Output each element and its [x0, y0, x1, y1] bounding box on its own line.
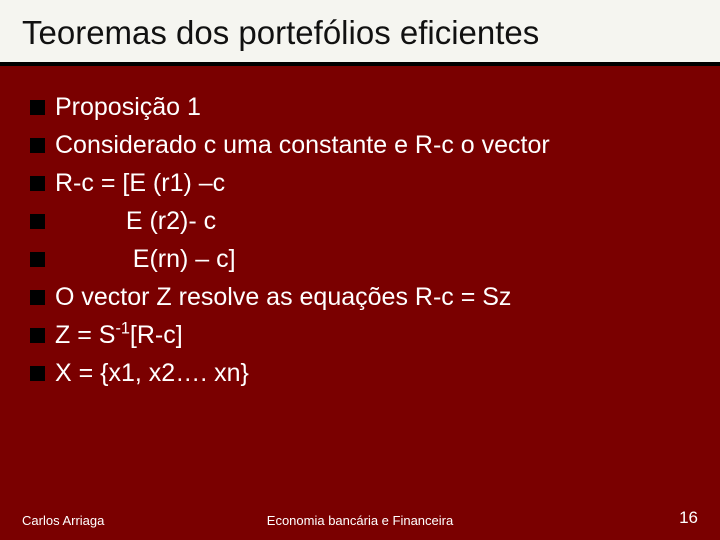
bullet-line: …….. E (r2)- c [30, 204, 690, 238]
slide-title: Teoremas dos portefólios eficientes [22, 14, 698, 52]
bullet-line: R-c = [E (r1) –c [30, 166, 690, 200]
bullet-text: Z = S-1[R-c] [55, 318, 183, 352]
bullet-icon [30, 214, 45, 229]
footer-subject: Economia bancária e Financeira [267, 513, 453, 528]
bullet-icon [30, 100, 45, 115]
bullet-text: …….. E (r2)- c [55, 204, 216, 238]
bullet-icon [30, 290, 45, 305]
bullet-text: X = {x1, x2…. xn} [55, 356, 249, 390]
bullet-line: X = {x1, x2…. xn} [30, 356, 690, 390]
bullet-line: ……... E(rn) – c] [30, 242, 690, 276]
slide-body: Proposição 1 Considerado c uma constante… [0, 66, 720, 390]
bullet-icon [30, 138, 45, 153]
bullet-icon [30, 252, 45, 267]
bullet-line: Z = S-1[R-c] [30, 318, 690, 352]
bullet-icon [30, 328, 45, 343]
bullet-text: Considerado c uma constante e R-c o vect… [55, 128, 550, 162]
bullet-line: Proposição 1 [30, 90, 690, 124]
bullet-icon [30, 176, 45, 191]
footer-author: Carlos Arriaga [22, 513, 104, 528]
bullet-icon [30, 366, 45, 381]
bullet-text: Proposição 1 [55, 90, 201, 124]
page-number: 16 [679, 508, 698, 528]
slide-footer: Carlos Arriaga Economia bancária e Finan… [0, 508, 720, 528]
title-bar: Teoremas dos portefólios eficientes [0, 0, 720, 66]
bullet-line: Considerado c uma constante e R-c o vect… [30, 128, 690, 162]
bullet-text: R-c = [E (r1) –c [55, 166, 225, 200]
bullet-text: ……... E(rn) – c] [55, 242, 236, 276]
bullet-text: O vector Z resolve as equações R-c = Sz [55, 280, 511, 314]
bullet-line: O vector Z resolve as equações R-c = Sz [30, 280, 690, 314]
